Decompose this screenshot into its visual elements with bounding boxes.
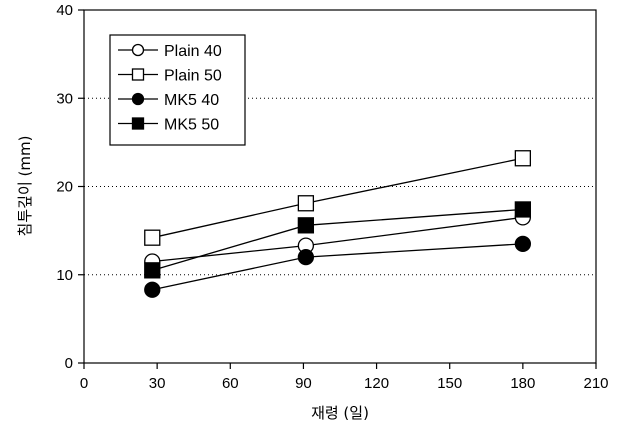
y-tick-label: 40 (56, 2, 73, 19)
data-point (144, 281, 161, 298)
data-point (144, 229, 161, 246)
x-tick-label: 90 (295, 375, 312, 392)
x-tick-label: 30 (149, 375, 166, 392)
y-tick-label: 0 (65, 355, 73, 372)
x-tick-label: 210 (583, 375, 608, 392)
series-line (152, 208, 523, 271)
data-point (297, 195, 315, 212)
x-tick-label: 180 (510, 375, 535, 392)
x-axis-title: 재령 (일) (311, 404, 369, 422)
data-point (514, 201, 532, 218)
data-point (144, 262, 161, 279)
data-point (514, 235, 532, 253)
legend-label: Plain 40 (164, 43, 222, 60)
data-point (514, 150, 532, 167)
series-line (152, 157, 523, 239)
series-layer (144, 150, 532, 298)
x-tick-label: 0 (80, 375, 88, 392)
x-tick-label: 60 (222, 375, 239, 392)
legend-marker (131, 92, 145, 106)
x-tick-label: 120 (364, 375, 389, 392)
series-mk5-40 (144, 235, 532, 298)
data-point (297, 248, 315, 266)
series-mk5-50 (144, 201, 532, 279)
y-tick-label: 10 (56, 267, 73, 284)
legend-marker (131, 117, 145, 130)
data-point (297, 217, 315, 234)
legend-label: MK5 40 (164, 92, 219, 109)
series-line (152, 243, 523, 291)
legend-label: MK5 50 (164, 117, 219, 134)
y-tick-label: 30 (56, 90, 73, 107)
series-plain-40 (144, 209, 532, 270)
legend-marker (131, 43, 145, 57)
y-axis-title: 침투깊이 (mm) (16, 136, 34, 237)
axis-ticks: 0 10 20 30 40 0 30 60 90 120 150 180 210 (56, 2, 608, 392)
grid (84, 97, 596, 276)
y-tick-label: 20 (56, 179, 73, 196)
legend-marker (131, 68, 145, 81)
x-tick-label: 150 (437, 375, 462, 392)
legend-label: Plain 50 (164, 68, 222, 85)
series-plain-50 (144, 150, 532, 246)
legend: Plain 40 Plain 50 MK5 40 MK5 50 (109, 34, 246, 146)
